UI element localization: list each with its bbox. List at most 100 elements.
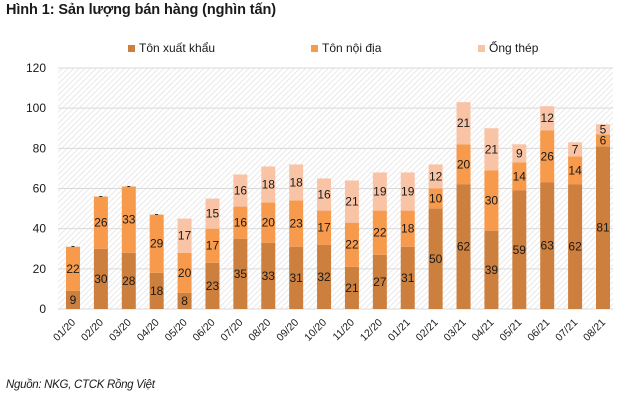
data-label: 20 <box>262 216 276 230</box>
bar-segment <box>596 124 610 135</box>
bar-segment <box>233 174 248 207</box>
bar-group-06-20: 23 17 15 <box>205 198 220 309</box>
data-label: - <box>71 239 75 253</box>
bar-group-03-21: 62 20 21 <box>456 102 471 309</box>
bar-segment <box>93 196 108 249</box>
y-tick-label: 0 <box>39 302 46 316</box>
bar-segment <box>233 206 248 239</box>
data-label: 30 <box>94 272 108 286</box>
bar-segment <box>428 188 443 209</box>
bar-group-02-21: 50 10 12 <box>428 164 443 309</box>
data-label: 17 <box>178 229 192 243</box>
bar-segment <box>93 248 108 309</box>
bar-group-12-20: 27 22 19 <box>372 172 387 309</box>
bar-group-04-20: 18 29 - <box>149 207 164 309</box>
data-label: 59 <box>513 243 527 257</box>
bar-segment <box>289 246 304 309</box>
x-tick-label: 05/20 <box>163 317 190 344</box>
bar-segment <box>512 144 527 163</box>
x-tick-label: 07/21 <box>553 317 580 344</box>
bar-group-07-21: 62 14 7 <box>568 142 583 309</box>
data-label: 23 <box>289 217 303 231</box>
bar-group-01-21: 31 18 19 <box>400 172 415 309</box>
bar-segment <box>121 186 136 253</box>
bar-segment <box>540 130 555 183</box>
data-label: - <box>155 207 159 221</box>
data-label: 8 <box>181 294 188 308</box>
bar-segment <box>484 230 499 309</box>
x-tick-label: 01/21 <box>386 317 413 344</box>
data-label: 14 <box>513 169 527 183</box>
data-label: 18 <box>289 175 303 189</box>
data-label: 15 <box>206 207 220 221</box>
bar-segment <box>66 290 80 309</box>
bar-group-10-20: 32 17 16 <box>317 178 332 309</box>
bar-segment <box>596 146 610 309</box>
data-label: 20 <box>178 266 192 280</box>
bar-segment <box>121 252 136 309</box>
data-label: 16 <box>234 216 248 230</box>
x-tick-label: 02/21 <box>414 317 441 344</box>
bar-group-08-21: 81 65 <box>596 122 610 309</box>
data-label: 32 <box>317 270 331 284</box>
x-tick-label: 02/20 <box>79 317 106 344</box>
x-tick-label: 03/21 <box>442 317 469 344</box>
bar-segment <box>149 214 164 273</box>
bar-segment <box>540 182 555 309</box>
x-tick-label: 03/20 <box>107 317 134 344</box>
data-label: 12 <box>429 169 443 183</box>
data-label: 21 <box>485 142 499 156</box>
bar-segment <box>344 266 359 309</box>
legend-item-ong-thep: Ống thép <box>478 41 538 55</box>
data-label: 6 <box>600 133 607 147</box>
data-label: 17 <box>317 221 331 235</box>
x-tick-label: 10/20 <box>302 317 329 344</box>
data-label: 7 <box>572 142 579 156</box>
bar-segment <box>540 106 555 131</box>
data-label: 28 <box>122 274 136 288</box>
bar-segment <box>289 200 304 247</box>
bar-segment <box>568 184 583 309</box>
bar-segment <box>484 170 499 231</box>
data-label: 16 <box>234 184 248 198</box>
bar-group-01-20: 9 22 - <box>66 239 80 309</box>
data-label: 33 <box>122 213 136 227</box>
data-label: 21 <box>457 116 471 130</box>
bar-segment <box>456 102 471 145</box>
x-tick-label: 06/20 <box>191 317 218 344</box>
bar-segment <box>177 218 192 253</box>
bar-segment <box>261 242 276 309</box>
bar-segment <box>568 142 583 157</box>
legend-item-ton-noi-dia: Tôn nội địa <box>311 41 381 55</box>
x-tick-label: 04/21 <box>469 317 496 344</box>
data-label: 9 <box>516 146 523 160</box>
bar-segment <box>400 246 415 309</box>
bar-group-03-20: 28 33 - <box>121 178 136 309</box>
x-tick-label: 11/20 <box>331 317 358 344</box>
bar-segment <box>568 156 583 185</box>
bar-group-04-21: 39 30 21 <box>484 128 499 309</box>
source-note: Nguồn: NKG, CTCK Rồng Việt <box>6 379 155 391</box>
data-label: 20 <box>457 157 471 171</box>
data-label: 22 <box>66 262 80 276</box>
y-tick-label: 100 <box>26 101 46 115</box>
bar-segment <box>596 134 610 147</box>
chart-title: Hình 1: Sản lượng bán hàng (nghìn tấn) <box>6 2 276 18</box>
bar-group-05-20: 8 20 17 <box>177 218 192 309</box>
x-tick-label: 12/20 <box>358 317 385 344</box>
data-label: 5 <box>600 122 607 136</box>
data-label: 12 <box>541 111 555 125</box>
data-label: 17 <box>206 239 220 253</box>
bar-segment <box>372 210 387 255</box>
bar-segment <box>344 180 359 223</box>
x-tick-label: 08/21 <box>581 317 608 344</box>
y-tick-label: 80 <box>33 141 47 155</box>
data-label: 26 <box>541 149 555 163</box>
bar-segment <box>512 190 527 309</box>
data-label: 21 <box>345 195 359 209</box>
bar-segment <box>484 128 499 171</box>
bar-segment <box>456 144 471 185</box>
bar-segment <box>317 244 332 309</box>
bar-segment <box>317 178 332 211</box>
bar-segment <box>261 202 276 243</box>
